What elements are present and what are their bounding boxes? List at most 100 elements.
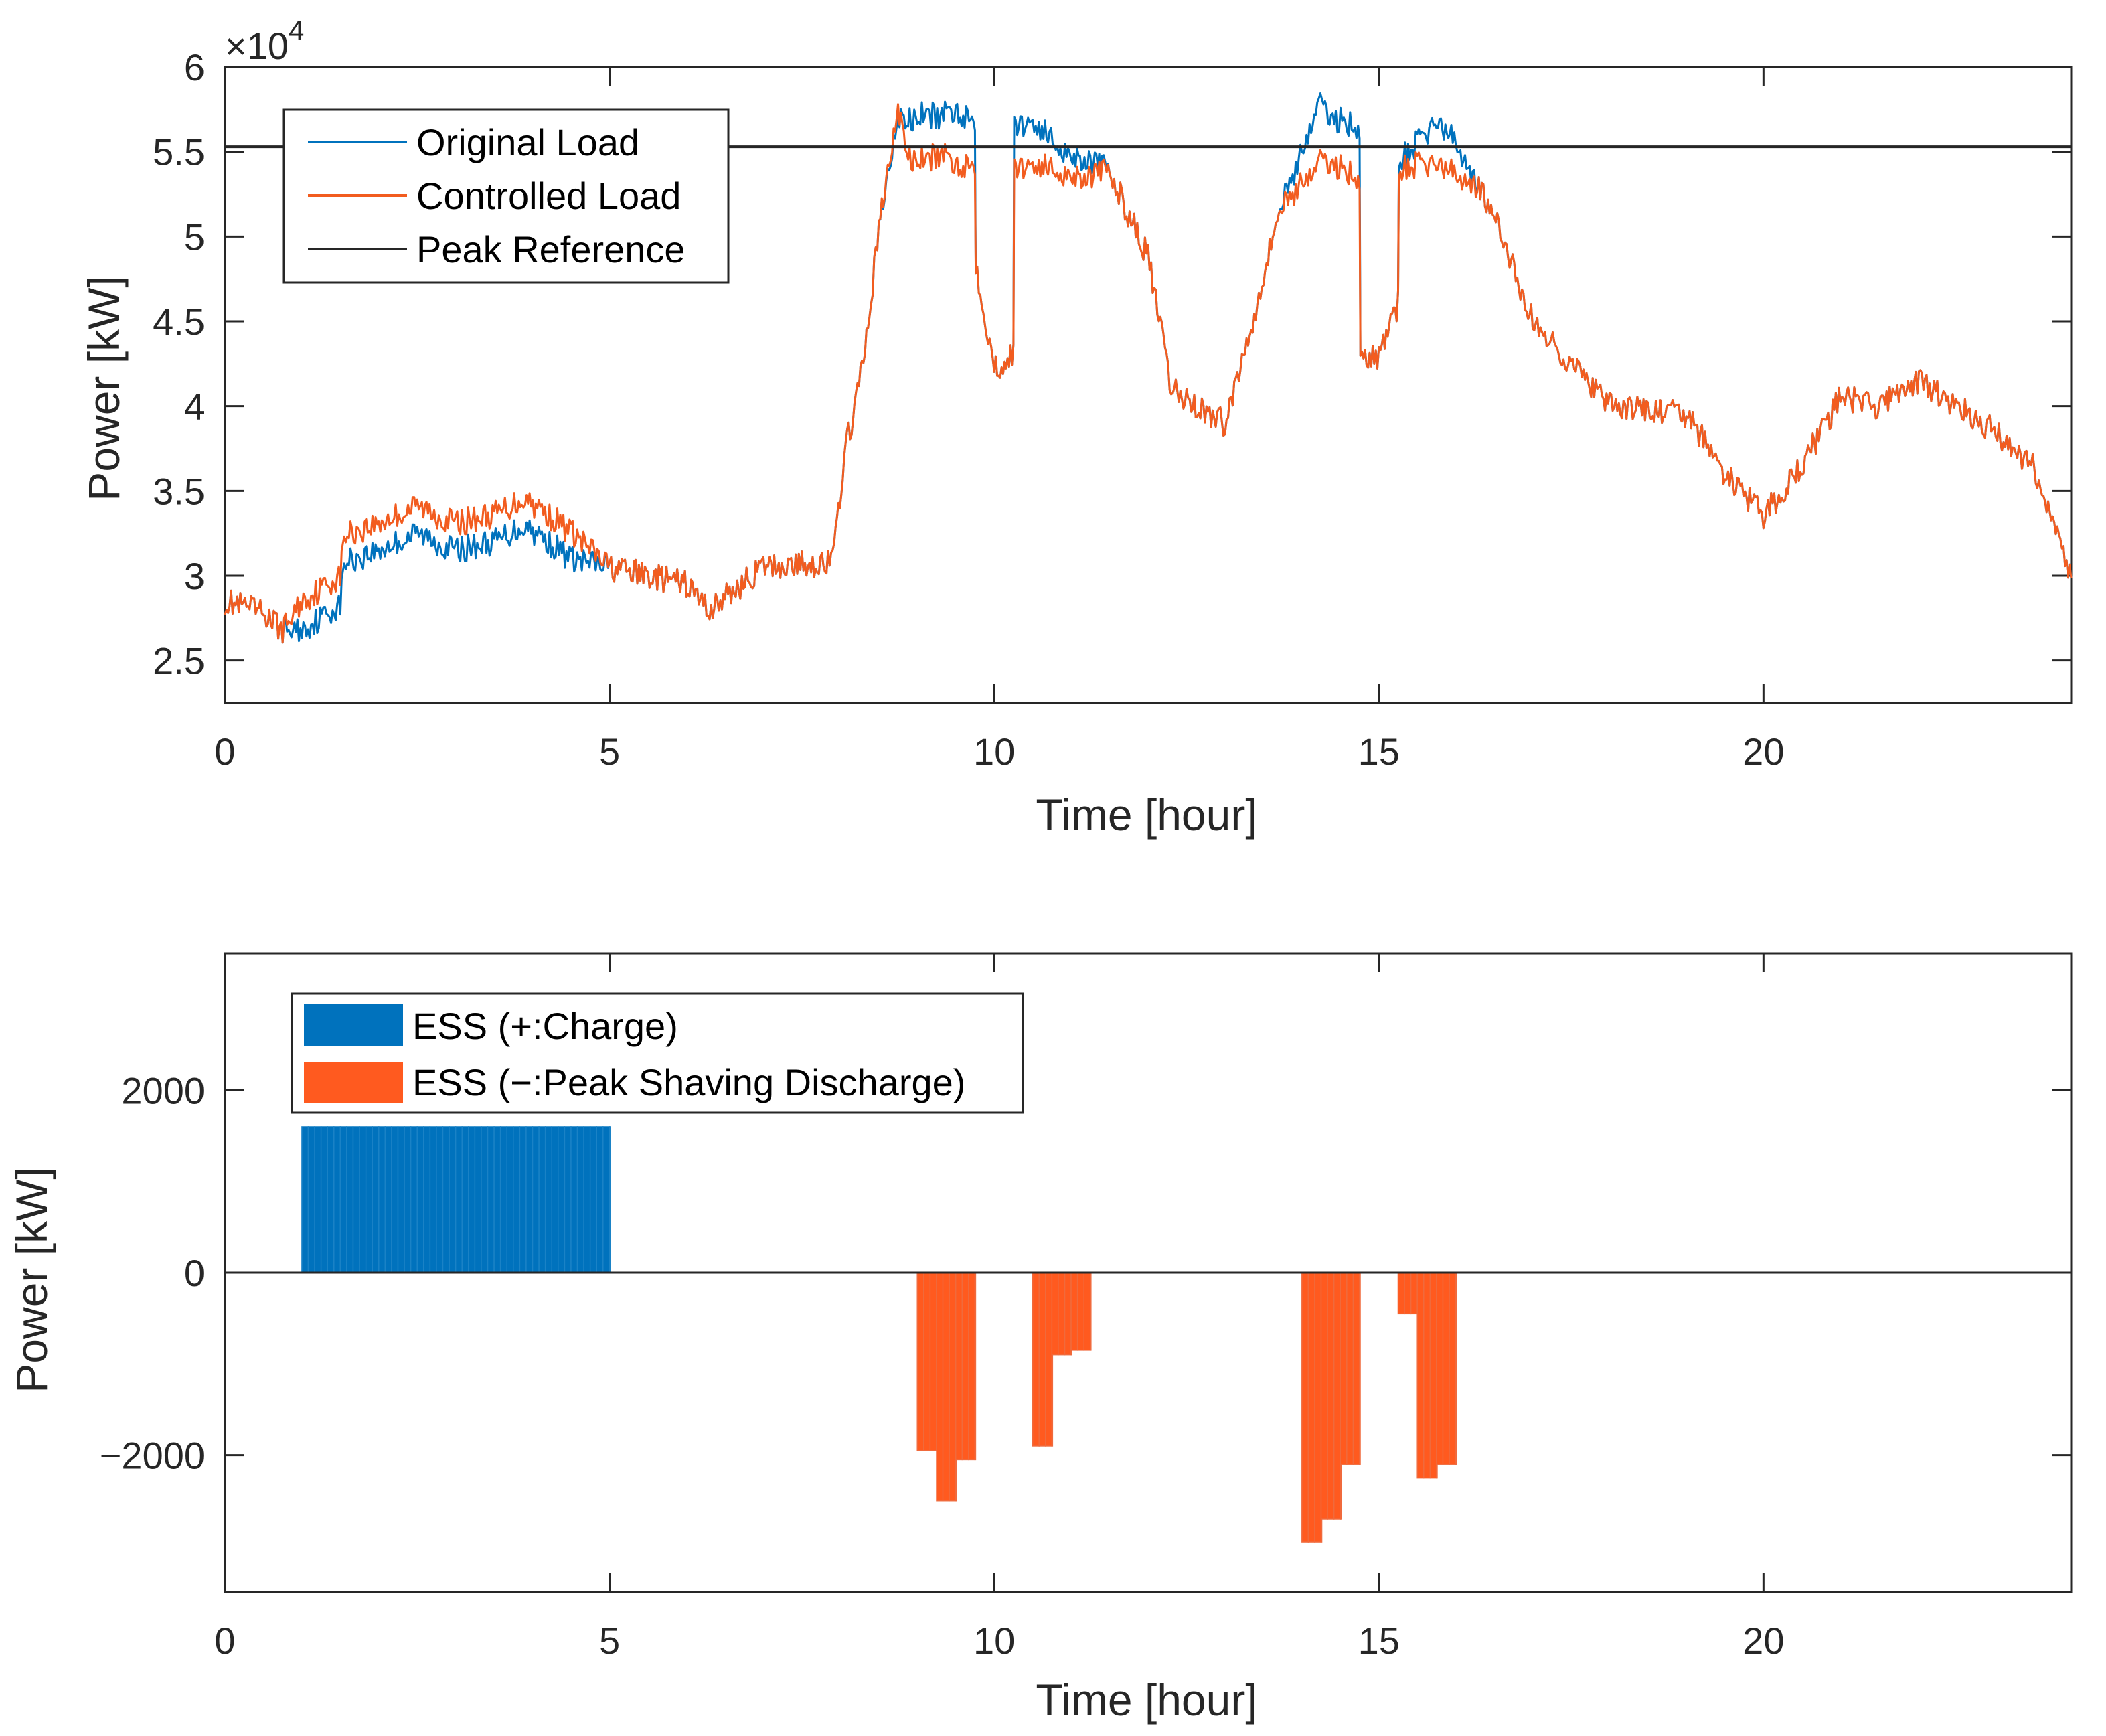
x-tick-label: 5 [599, 730, 620, 773]
charge-bar [583, 1126, 591, 1273]
charge-bar [307, 1126, 315, 1273]
discharge-bar [1340, 1272, 1348, 1465]
discharge-bar [1436, 1272, 1444, 1465]
charge-bar [596, 1126, 604, 1273]
charge-bar [378, 1126, 386, 1273]
charge-bar [384, 1126, 392, 1273]
discharge-bar [923, 1272, 931, 1451]
load-chart-y-axis-label: Power [kW] [79, 275, 129, 501]
ess-chart-legend: ESS (+:Charge) ESS (−:Peak Shaving Disch… [291, 992, 1024, 1114]
charge-bar [339, 1126, 347, 1273]
legend-label-charge: ESS (+:Charge) [412, 1005, 678, 1047]
charge-bar [442, 1126, 450, 1273]
discharge-bar [1449, 1272, 1457, 1465]
ess-chart-y-axis-label: Power [kW] [7, 1167, 56, 1393]
discharge-bar [1352, 1272, 1360, 1465]
charge-bar [519, 1126, 527, 1273]
discharge-bar [1032, 1272, 1040, 1447]
x-tick-label: 15 [1358, 730, 1400, 773]
ess-chart: 0 5 10 15 20 −2000 0 2000 Time [hour] Power [kW… [7, 952, 2073, 1725]
charge-bar [570, 1126, 578, 1273]
discharge-bar [1442, 1272, 1450, 1465]
x-tick-label: 10 [973, 1620, 1015, 1662]
y-tick-label: 6 [184, 46, 205, 88]
x-tick-label: 15 [1358, 1620, 1400, 1662]
charge-bar [532, 1126, 540, 1273]
y-tick-label: 2000 [121, 1069, 205, 1111]
y-tick-label: 3.5 [153, 470, 205, 512]
discharge-bar [1423, 1272, 1431, 1479]
charge-bar [449, 1126, 457, 1273]
load-chart-x-axis-label: Time [hour] [1036, 790, 1257, 840]
discharge-bar [1051, 1272, 1059, 1356]
discharge-bar [1083, 1272, 1091, 1351]
y-tick-label: 5.5 [153, 131, 205, 173]
x-tick-label: 0 [214, 730, 235, 773]
charge-bar [468, 1126, 476, 1273]
charge-bar [564, 1126, 572, 1273]
discharge-bar [929, 1272, 937, 1451]
charge-bar [506, 1126, 514, 1273]
charge-bar [327, 1126, 335, 1273]
charge-bar [493, 1126, 501, 1273]
legend-label-controlled-load: Controlled Load [416, 175, 681, 217]
legend-label-discharge: ESS (−:Peak Shaving Discharge) [412, 1061, 965, 1103]
discharge-bar [968, 1272, 976, 1461]
charge-bar [499, 1126, 507, 1273]
legend-swatch-charge [304, 1004, 403, 1046]
discharge-bar [1076, 1272, 1084, 1351]
legend-box [291, 992, 1024, 1114]
charge-bar [359, 1126, 367, 1273]
x-tick-label: 20 [1743, 1620, 1784, 1662]
charge-bar [602, 1126, 611, 1273]
charge-bar [558, 1126, 566, 1273]
discharge-bar [936, 1272, 944, 1502]
legend-label-peak-reference: Peak Reference [416, 228, 685, 270]
discharge-bar [1045, 1272, 1053, 1447]
discharge-bar [1327, 1272, 1335, 1520]
charge-bar [404, 1126, 412, 1273]
charge-bar [589, 1126, 598, 1273]
y-tick-label: 5 [184, 216, 205, 258]
charge-bar [461, 1126, 469, 1273]
y-tick-label: −2000 [100, 1435, 205, 1477]
y-tick-label: 3 [184, 555, 205, 597]
charge-bar [551, 1126, 559, 1273]
y-axis-exponent-label: ×104 [225, 15, 304, 67]
charge-bar [455, 1126, 463, 1273]
x-tick-label: 20 [1743, 730, 1784, 773]
x-tick-label: 5 [599, 1620, 620, 1662]
discharge-bar [1090, 1272, 1092, 1351]
charge-bar [429, 1126, 437, 1273]
legend-label-original-load: Original Load [416, 121, 639, 163]
discharge-bar [1397, 1272, 1405, 1315]
charge-bar [301, 1126, 309, 1273]
discharge-bar [1429, 1272, 1437, 1479]
ess-chart-bars [301, 1126, 1457, 1543]
charge-bar [423, 1126, 431, 1273]
charge-bar [372, 1126, 380, 1273]
charge-bar [365, 1126, 373, 1273]
y-tick-label: 0 [184, 1252, 205, 1294]
discharge-bar [1455, 1272, 1457, 1465]
charge-bar [320, 1126, 328, 1273]
discharge-bar [1038, 1272, 1046, 1447]
discharge-bar [1064, 1272, 1072, 1356]
charge-bar [544, 1126, 552, 1273]
charge-bar [474, 1126, 482, 1273]
charge-bar [513, 1126, 521, 1273]
charge-bar [391, 1126, 399, 1273]
charge-bar [436, 1126, 444, 1273]
y-tick-label: 4.5 [153, 301, 205, 343]
ess-chart-ticks: 0 5 10 15 20 −2000 0 2000 [100, 953, 2071, 1662]
charge-bar [346, 1126, 354, 1273]
charge-bar [487, 1126, 495, 1273]
charge-bar [397, 1126, 405, 1273]
charge-bar [410, 1126, 418, 1273]
discharge-bar [1058, 1272, 1066, 1356]
charge-bar [538, 1126, 546, 1273]
controlled-load-line [224, 103, 2073, 644]
x-tick-label: 0 [214, 1620, 235, 1662]
ess-chart-x-axis-label: Time [hour] [1036, 1675, 1257, 1725]
